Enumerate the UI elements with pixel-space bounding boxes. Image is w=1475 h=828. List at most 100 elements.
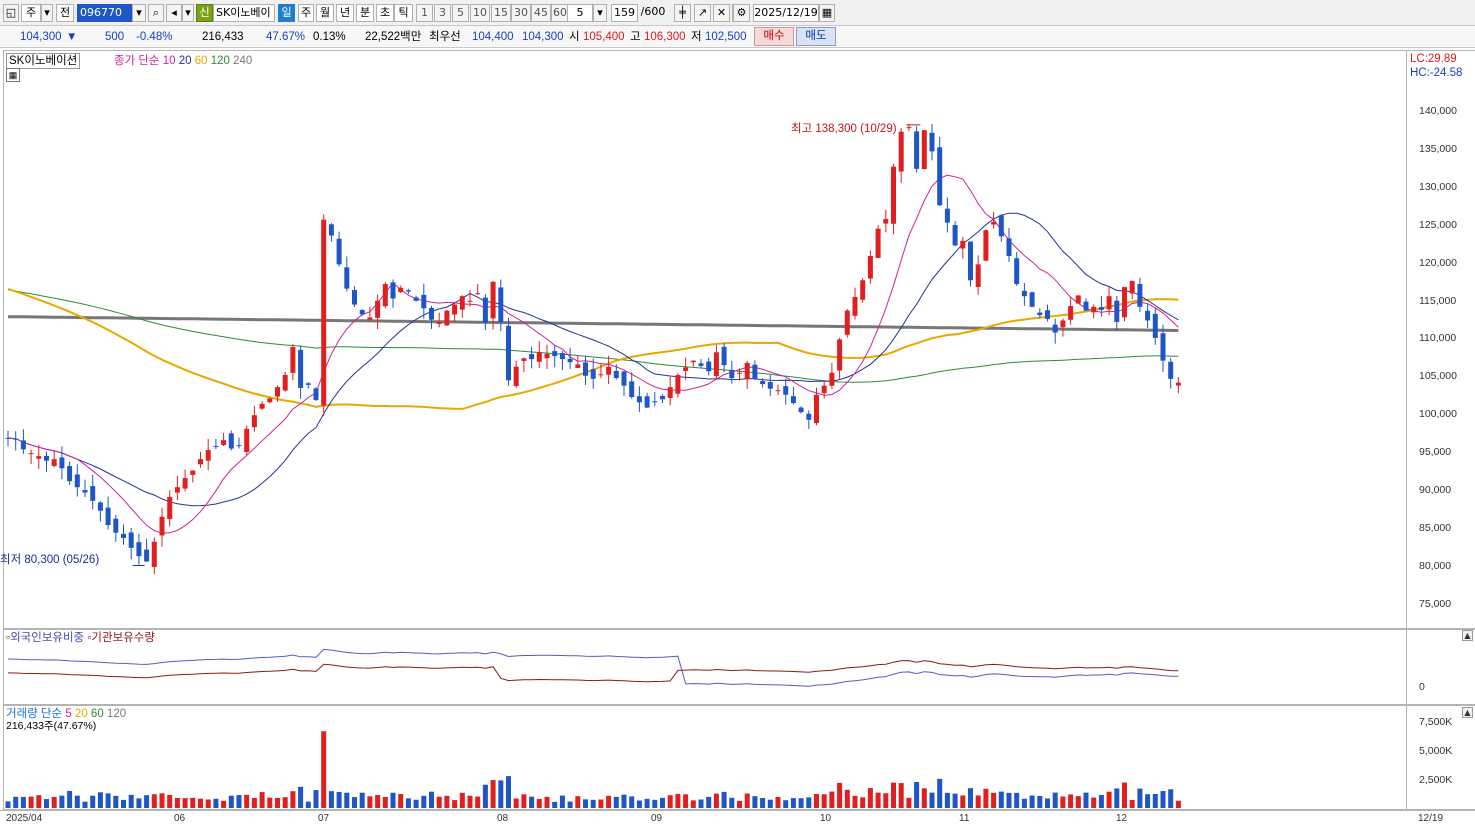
volume-bar — [151, 794, 157, 808]
period-type-select[interactable]: 주 — [21, 4, 41, 22]
candle-body — [405, 290, 411, 292]
volume-bar — [121, 799, 126, 808]
settings-gear-icon[interactable]: ⚙ — [733, 4, 750, 22]
stock-code-input[interactable]: 096770 — [77, 4, 132, 22]
interval-button-0[interactable]: 1 — [416, 4, 433, 22]
calendar-icon[interactable]: ▦ — [819, 4, 835, 22]
sell-button[interactable]: 매도 — [796, 27, 836, 46]
stock-legend-box[interactable]: SK이노베이션 — [6, 53, 81, 69]
candle-body — [760, 381, 766, 385]
candle-body — [521, 358, 527, 361]
date-input[interactable]: 2025/12/19 — [753, 4, 819, 22]
period-tab-1[interactable]: 주 — [298, 4, 314, 22]
volume-bar — [629, 796, 635, 808]
pane-up-icon[interactable]: ▲ — [1462, 630, 1473, 641]
interval-button-6[interactable]: 45 — [531, 4, 551, 22]
open-label: 시 — [569, 31, 580, 43]
candle-body — [190, 470, 196, 475]
search-icon[interactable]: ⌕ — [148, 4, 164, 22]
period-tab-4[interactable]: 분 — [356, 4, 374, 22]
volume-bar — [1083, 792, 1089, 808]
volume-tick: 5,000K — [1419, 745, 1453, 757]
candle-body — [136, 542, 142, 557]
time-tick: 11 — [959, 813, 970, 824]
interval-input[interactable]: 5 — [567, 4, 593, 22]
pane-up-icon-2[interactable]: ▲ — [1462, 707, 1473, 718]
candle-body — [652, 401, 658, 403]
count-input[interactable]: 159 — [611, 4, 638, 22]
prev-button[interactable]: 전 — [56, 4, 74, 22]
volume-legend-title: 거래량 단순 — [6, 708, 63, 720]
candle-body — [213, 445, 219, 447]
volume-bar — [513, 798, 519, 808]
volume-bar — [929, 792, 935, 808]
holdings-axis — [1407, 629, 1475, 705]
draw-tool-icon[interactable]: ↗ — [694, 4, 711, 22]
candle-body — [1160, 333, 1166, 361]
interval-button-5[interactable]: 30 — [511, 4, 531, 22]
interval-button-3[interactable]: 10 — [470, 4, 490, 22]
volume-bar — [675, 793, 681, 808]
candle-type-icon[interactable]: ╪ — [674, 4, 691, 22]
price-change: 500 — [105, 31, 125, 43]
period-tab-6[interactable]: 틱 — [394, 4, 413, 22]
interval-button-4[interactable]: 15 — [491, 4, 511, 22]
candle-body — [621, 371, 627, 386]
open-price: 105,400 — [583, 31, 625, 43]
period-tab-0[interactable]: 일 — [278, 4, 295, 22]
volume-bar — [837, 782, 843, 808]
sound-icon[interactable]: ◂ — [166, 4, 182, 22]
candle-body — [352, 290, 357, 305]
interval-button-7[interactable]: 60 — [551, 4, 569, 22]
candle-body — [1060, 320, 1066, 328]
candle-body — [429, 307, 434, 320]
volume-bar — [398, 794, 404, 808]
interval-button-1[interactable]: 3 — [434, 4, 451, 22]
volume-bar — [1091, 797, 1097, 808]
volume-bar — [328, 791, 334, 808]
high-annotation: 최고 138,300 (10/29) — [791, 123, 897, 135]
chevron-down-icon[interactable]: ▾ — [593, 4, 607, 22]
candle-body — [1029, 292, 1035, 307]
tools-icon[interactable]: ✕ — [713, 4, 730, 22]
time-tick: 2025/04 — [6, 813, 43, 824]
candle-body — [713, 352, 719, 377]
chevron-down-icon[interactable]: ▾ — [41, 4, 53, 22]
ma-legend-120: 120 — [210, 55, 230, 67]
ma-legend-60: 60 — [194, 55, 208, 67]
code-dropdown-icon[interactable]: ▾ — [132, 4, 146, 22]
interval-button-2[interactable]: 5 — [452, 4, 469, 22]
candle-body — [205, 450, 211, 461]
price-tick: 90,000 — [1419, 484, 1452, 496]
candle-body — [1106, 296, 1112, 310]
buy-button[interactable]: 매수 — [754, 27, 794, 46]
vol-legend-5: 5 — [65, 708, 72, 720]
volume-bar — [1160, 791, 1166, 808]
window-icon[interactable]: ◱ — [3, 4, 19, 22]
candle-body — [382, 284, 388, 307]
candle-body — [74, 474, 80, 488]
candle-body — [328, 224, 334, 236]
volume-bar — [583, 799, 588, 808]
ma60-line — [7, 287, 1179, 410]
candle-body — [90, 486, 96, 501]
period-tab-5[interactable]: 초 — [376, 4, 394, 22]
volume-bar — [667, 795, 673, 808]
time-tick: 12/19 — [1418, 813, 1444, 824]
volume-bar — [475, 796, 481, 808]
low-price: 102,500 — [705, 31, 747, 43]
volume-bar — [74, 795, 80, 808]
ma-legend: 종가 단순 10 20 60 120 240 — [114, 54, 252, 68]
period-tab-2[interactable]: 월 — [316, 4, 334, 22]
volume-bar — [606, 795, 612, 808]
chevron-down-icon[interactable]: ▾ — [182, 4, 194, 22]
period-tab-3[interactable]: 년 — [336, 4, 354, 22]
vol-legend-20: 20 — [74, 708, 88, 720]
holdings-pane — [3, 629, 1407, 705]
candle-body — [975, 264, 981, 287]
new-badge[interactable]: 신 — [196, 4, 213, 22]
table-icon[interactable]: ▦ — [6, 68, 20, 82]
volume-bar — [298, 786, 304, 808]
candle-body — [159, 516, 165, 536]
